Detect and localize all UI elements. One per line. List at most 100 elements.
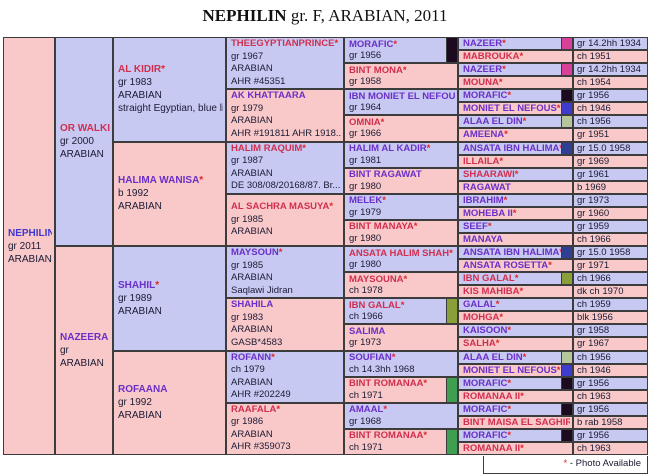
horse-link-maysoun[interactable]: MAYSOUN* <box>231 247 283 259</box>
horse-link-galal[interactable]: GALAL* <box>463 299 500 311</box>
horse-link-al-kidir[interactable]: AL KIDIR* <box>118 64 166 76</box>
horse-link-halima-wanisa[interactable]: HALIMA WANISA* <box>118 175 204 187</box>
horse-link-mabrouka[interactable]: MABROUKA* <box>463 51 524 63</box>
horse-link-kaisoon[interactable]: KAISOON* <box>463 325 512 337</box>
horse-link-al-sachra-masuya[interactable]: AL SACHRA MASUYA* <box>231 201 334 213</box>
horse-link-bint-romanaa[interactable]: BINT ROMANAA* <box>349 378 428 390</box>
horse-link-shaarawi[interactable]: SHAARAWI* <box>463 168 519 180</box>
photo-available-star: * <box>519 51 524 63</box>
photo-available-star: * <box>161 64 166 76</box>
horse-link-amaal[interactable]: AMAAL* <box>349 404 388 416</box>
horse-link-melek[interactable]: MELEK* <box>349 195 386 207</box>
horse-date-alaa-el-din: ch 1956 <box>573 115 648 129</box>
horse-link-nazeer[interactable]: NAZEER* <box>463 64 506 76</box>
photo-thumbnail[interactable] <box>561 377 572 389</box>
subject-descriptor: gr. F, ARABIAN, 2011 <box>286 6 448 25</box>
horse-link-halim-raquim[interactable]: HALIM RAQUIM* <box>231 142 306 154</box>
horse-link-shahila[interactable]: SHAHILA <box>231 299 274 311</box>
horse-link-morafic[interactable]: MORAFIC* <box>463 377 512 389</box>
horse-link-ak-khattaara[interactable]: AK KHATTAARA <box>231 90 306 102</box>
horse-link-nephilin[interactable]: NEPHILIN <box>8 227 52 239</box>
horse-link-romanaa-ii[interactable]: ROMANAA II* <box>463 442 524 454</box>
pedigree-cell-galal: GALAL* <box>458 298 573 312</box>
horse-link-nazeera[interactable]: NAZEERA <box>60 332 109 343</box>
photo-thumbnail[interactable] <box>561 116 572 128</box>
horse-link-bint-ragawat[interactable]: BINT RAGAWAT <box>349 169 422 181</box>
horse-link-salima[interactable]: SALIMA <box>349 325 386 337</box>
photo-thumbnail[interactable] <box>561 90 572 102</box>
pedigree-cell-mouna: MOUNA* <box>458 76 573 90</box>
photo-thumbnail[interactable] <box>561 273 572 285</box>
horse-link-mohga[interactable]: MOHGA* <box>463 312 504 324</box>
horse-link-moniet-el-nefous[interactable]: MONIET EL NEFOUS* <box>463 103 561 115</box>
horse-link-ansata-ibn-halima[interactable]: ANSATA IBN HALIMA* <box>463 143 570 154</box>
horse-date: gr 1979 <box>349 206 382 218</box>
photo-thumbnail[interactable] <box>446 429 457 454</box>
horse-link-ibrahim[interactable]: IBRAHIM* <box>463 194 508 206</box>
horse-details: gr 1986 <box>231 416 264 428</box>
photo-thumbnail[interactable] <box>561 351 572 363</box>
horse-link-raafala[interactable]: RAAFALA* <box>231 403 281 415</box>
horse-link-alaa-el-din[interactable]: ALAA EL DIN* <box>463 351 527 363</box>
horse-date-moniet-el-nefous: ch 1946 <box>573 363 648 377</box>
photo-thumbnail[interactable] <box>561 64 572 76</box>
horse-link-maysouna[interactable]: MAYSOUNA* <box>349 273 408 285</box>
horse-link-manaya[interactable]: MANAYA <box>463 233 503 245</box>
photo-available-star: * <box>393 38 398 50</box>
horse-link-morafic[interactable]: MORAFIC* <box>463 90 512 102</box>
horse-link-ragawat[interactable]: RAGAWAT <box>463 181 511 193</box>
horse-link-moheba-ii[interactable]: MOHEBA II* <box>463 207 517 219</box>
horse-link-ibn-galal[interactable]: IBN GALAL* <box>349 299 405 311</box>
photo-thumbnail[interactable] <box>446 377 457 402</box>
photo-available-star: * <box>383 404 388 416</box>
horse-link-morafic[interactable]: MORAFIC* <box>349 38 398 50</box>
photo-thumbnail[interactable] <box>561 142 572 154</box>
horse-link-halim-al-kadir[interactable]: HALIM AL KADIR* <box>349 143 431 155</box>
horse-details: AHR #191811 AHR 1918... <box>231 127 341 139</box>
pedigree-cell-bint-romanaa: BINT ROMANAA* ch 1971 <box>344 376 458 403</box>
photo-thumbnail[interactable] <box>446 38 457 63</box>
horse-link-seef[interactable]: SEEF* <box>463 220 492 232</box>
horse-details: ARABIAN <box>231 167 273 179</box>
horse-link-moniet-el-nefous[interactable]: MONIET EL NEFOUS* <box>463 364 561 376</box>
horse-link-ibn-moniet-el-nefous[interactable]: IBN MONIET EL NEFOUS* <box>349 90 455 102</box>
photo-thumbnail[interactable] <box>446 299 457 324</box>
horse-link-mouna[interactable]: MOUNA* <box>463 77 503 89</box>
horse-link-alaa-el-din[interactable]: ALAA EL DIN* <box>463 116 527 128</box>
photo-thumbnail[interactable] <box>561 403 572 415</box>
horse-link-bint-mona[interactable]: BINT MONA* <box>349 64 407 76</box>
horse-details: ARABIAN <box>118 90 162 102</box>
horse-link-soufian[interactable]: SOUFIAN* <box>349 352 396 364</box>
photo-thumbnail[interactable] <box>561 364 572 376</box>
horse-link-ansata-rosetta[interactable]: ANSATA ROSETTA* <box>463 260 552 272</box>
horse-link-omnia[interactable]: OMNIA* <box>349 116 385 128</box>
horse-link-nazeer[interactable]: NAZEER* <box>463 38 506 49</box>
photo-available-star: * <box>278 247 283 259</box>
horse-link-morafic[interactable]: MORAFIC* <box>463 403 512 415</box>
horse-link-rofaana[interactable]: ROFAANA <box>118 384 168 396</box>
horse-link-theegyptianprince[interactable]: THEEGYPTIANPRINCE* <box>231 38 339 50</box>
photo-thumbnail[interactable] <box>561 247 572 259</box>
horse-link-bint-manaya[interactable]: BINT MANAYA* <box>349 221 418 233</box>
photo-thumbnail[interactable] <box>561 429 572 441</box>
horse-link-morafic[interactable]: MORAFIC* <box>463 429 512 441</box>
horse-link-rofann[interactable]: ROFANN* <box>231 351 275 363</box>
horse-link-ansata-ibn-halima[interactable]: ANSATA IBN HALIMA* <box>463 247 570 258</box>
horse-link-ibn-galal[interactable]: IBN GALAL* <box>463 273 519 285</box>
horse-link-salha[interactable]: SALHA* <box>463 338 500 350</box>
horse-link-or-walkir[interactable]: OR WALKIR* <box>60 123 110 134</box>
photo-available-star: * <box>334 38 339 50</box>
horse-link-shahil[interactable]: SHAHIL* <box>118 279 160 291</box>
horse-link-romanaa-ii[interactable]: ROMANAA II* <box>463 390 524 402</box>
horse-link-illaila[interactable]: ILLAILA* <box>463 155 504 167</box>
photo-thumbnail[interactable] <box>561 103 572 115</box>
horse-link-kis-mahiba[interactable]: KIS MAHIBA* <box>463 286 524 298</box>
horse-link-bint-romanaa[interactable]: BINT ROMANAA* <box>349 430 428 442</box>
horse-link-bint-maisa-el-saghira[interactable]: BINT MAISA EL SAGHIRA* <box>463 416 570 428</box>
photo-thumbnail[interactable] <box>561 38 572 50</box>
horse-link-ameena[interactable]: AMEENA* <box>463 129 508 141</box>
horse-details: GASB*4583 <box>231 336 283 348</box>
pedigree-cell-ibn-galal: IBN GALAL* <box>458 272 573 286</box>
photo-available-star: * <box>426 143 431 155</box>
horse-link-ansata-halim-shah[interactable]: ANSATA HALIM SHAH* <box>349 247 453 259</box>
